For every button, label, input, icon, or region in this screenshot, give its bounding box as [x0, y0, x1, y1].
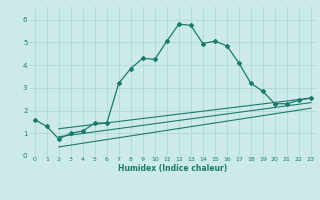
X-axis label: Humidex (Indice chaleur): Humidex (Indice chaleur)	[118, 164, 228, 173]
